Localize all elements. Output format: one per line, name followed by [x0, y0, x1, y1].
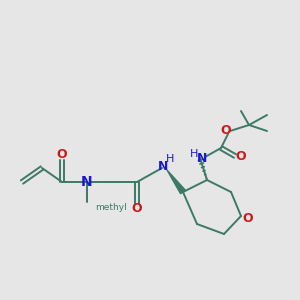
- Text: H: H: [190, 149, 198, 159]
- Text: methyl: methyl: [95, 202, 127, 211]
- Text: N: N: [197, 152, 207, 164]
- Polygon shape: [167, 170, 185, 194]
- Text: O: O: [221, 124, 231, 137]
- Text: O: O: [132, 202, 142, 215]
- Text: H: H: [166, 154, 174, 164]
- Text: O: O: [243, 212, 253, 226]
- Text: N: N: [158, 160, 168, 172]
- Text: O: O: [236, 151, 246, 164]
- Text: O: O: [57, 148, 67, 161]
- Text: N: N: [81, 175, 93, 189]
